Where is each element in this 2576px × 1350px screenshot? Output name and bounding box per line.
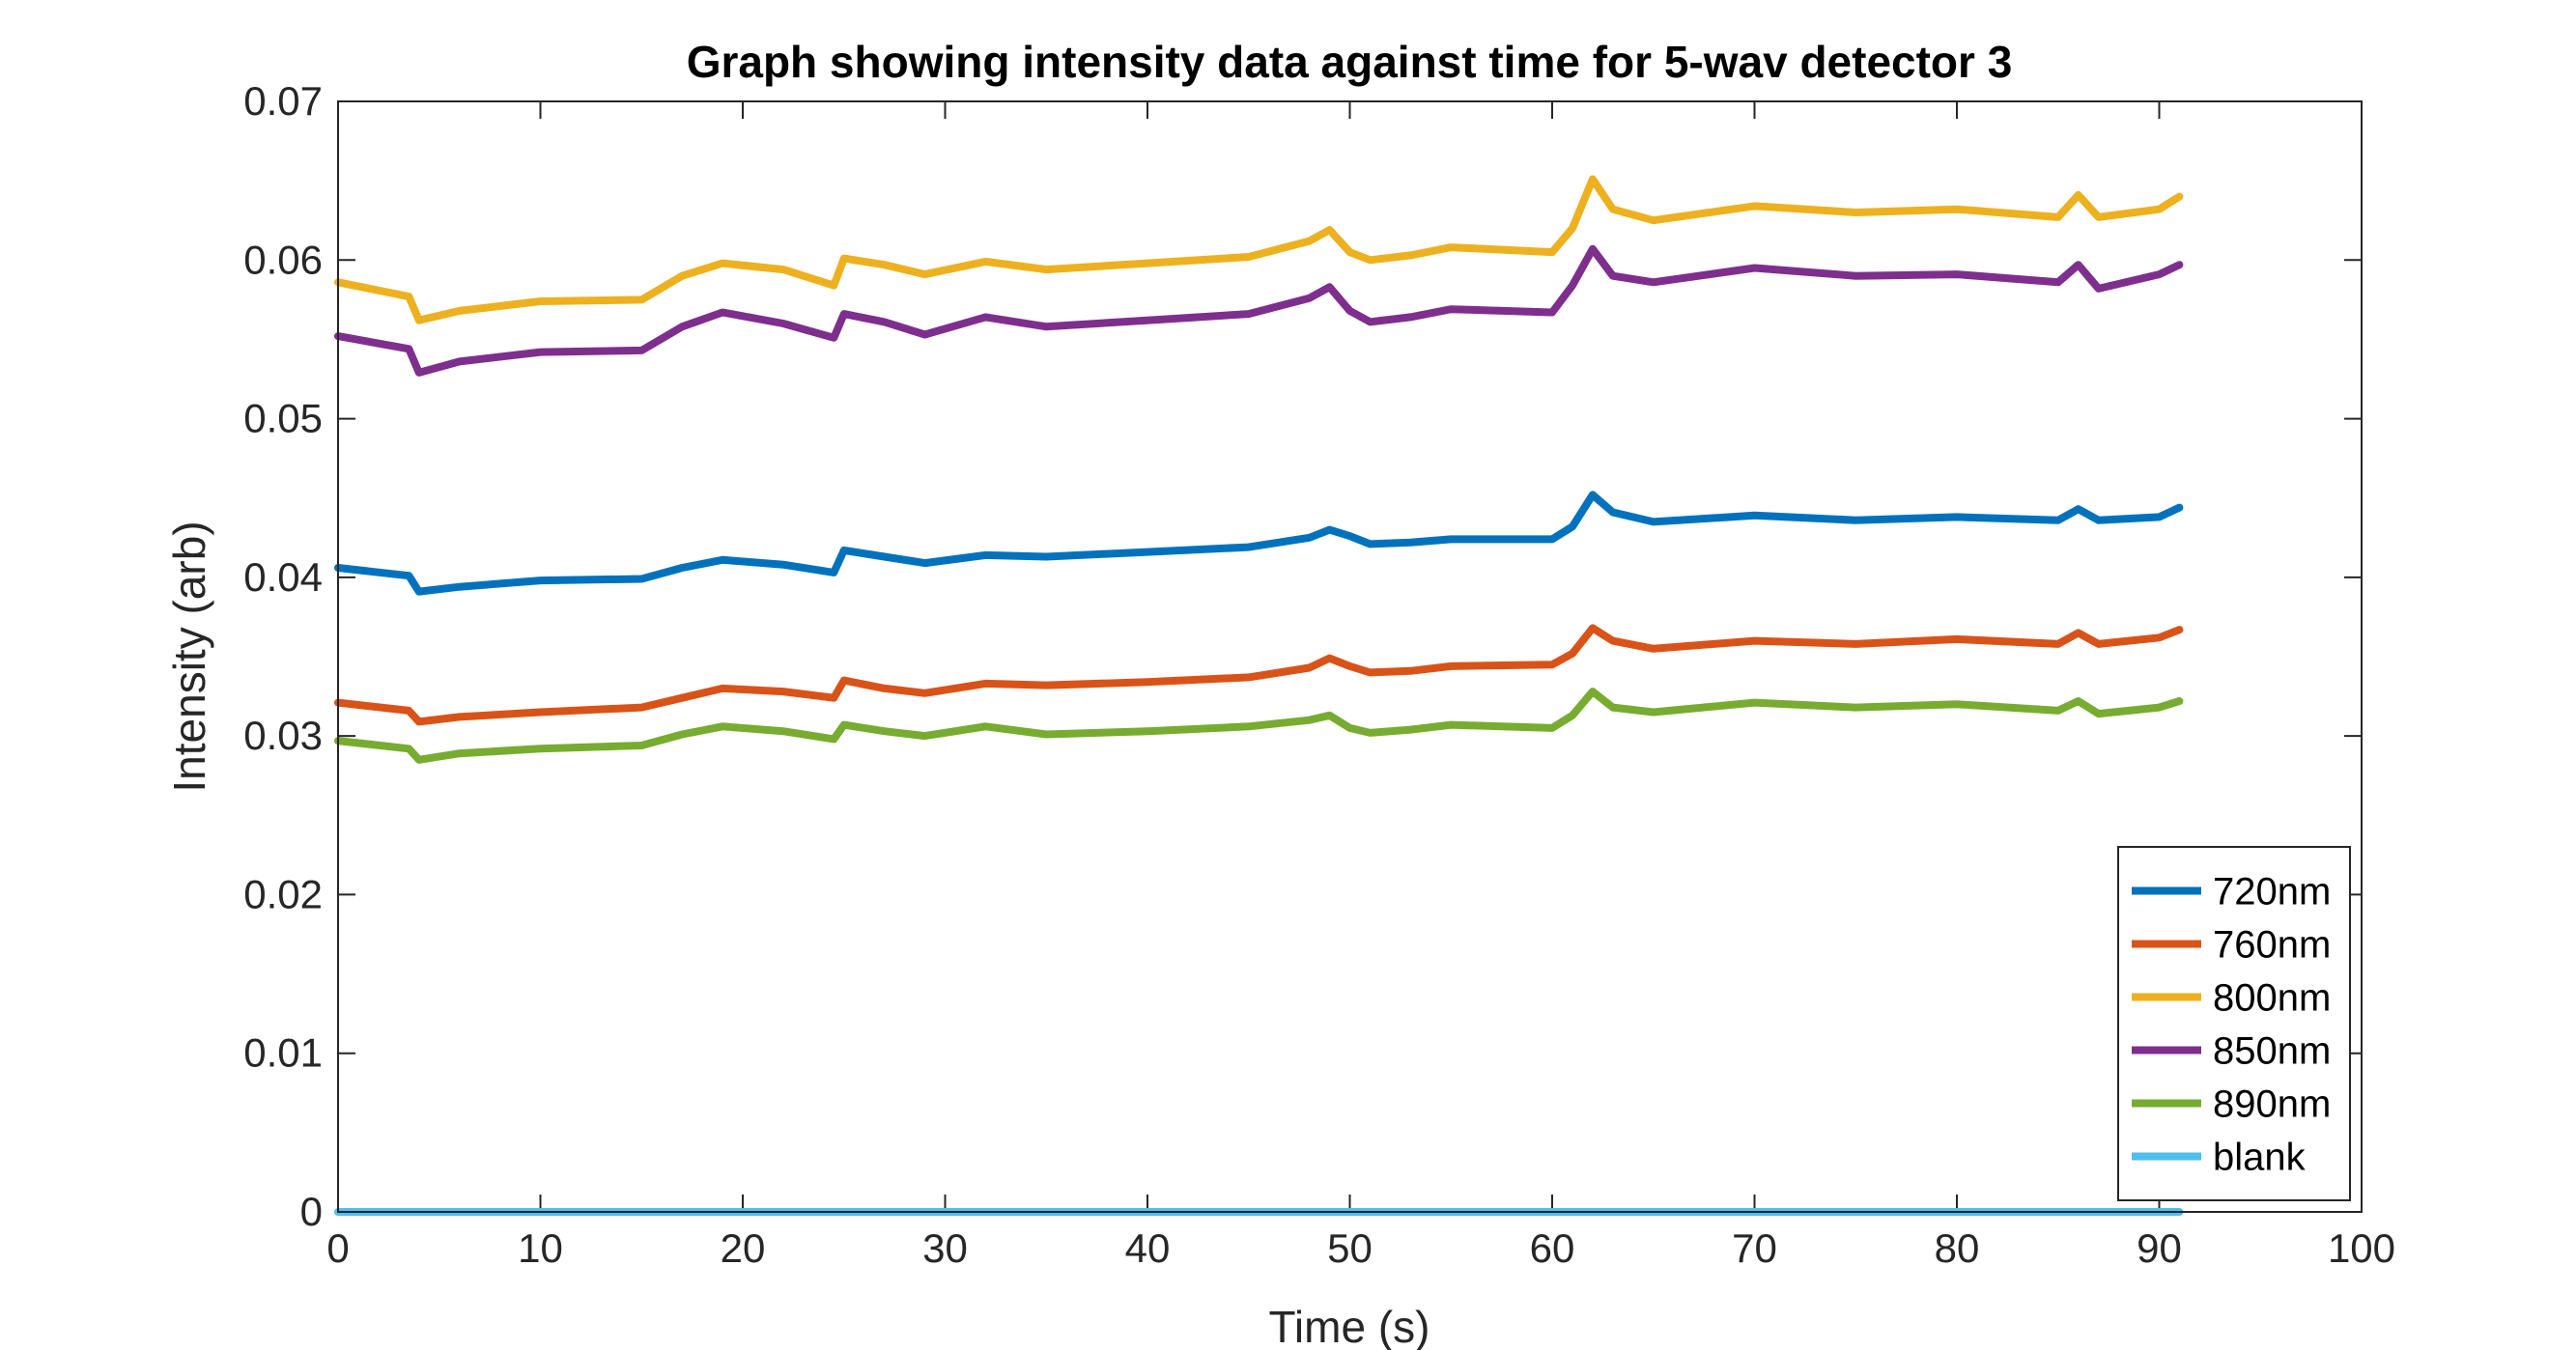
series-line-760nm [334,624,2184,726]
x-tick-label: 20 [721,1225,766,1271]
legend-box [2117,846,2351,1201]
y-tick-label: 0.07 [243,78,323,124]
y-tick-label: 0.01 [243,1030,323,1076]
y-tick-label: 0.06 [243,237,323,282]
legend-label: blank [2213,1137,2307,1179]
chart-title: Graph showing intensity data against tim… [687,37,2013,87]
legend: 720nm 760nm 800nm 850nm 890nm blank [2117,846,2351,1201]
series-line-800nm [334,175,2184,324]
series-line-850nm [334,244,2184,377]
plot-frame [337,100,2363,1213]
x-tick-label: 10 [518,1225,563,1271]
legend-label: 720nm [2213,871,2331,914]
y-axis-label: Intensity (arb) [164,520,214,792]
y-tick-label: 0.02 [243,871,323,916]
y-tick-label: 0.03 [243,713,323,758]
plot-area [338,101,2362,1212]
x-tick-label: 50 [1327,1225,1373,1271]
y-tick-label: 0 [300,1189,323,1234]
x-tick-label: 70 [1732,1225,1777,1271]
series-line-890nm [334,688,2184,764]
legend-label: 890nm [2213,1083,2331,1126]
x-tick-label: 90 [2137,1225,2182,1271]
y-tick-label: 0.05 [243,396,323,441]
legend-label: 850nm [2213,1030,2331,1073]
x-tick-label: 100 [2328,1225,2395,1271]
axis-ticks: 0 10 20 30 40 50 60 70 80 90 100 0 0.01 0.02 0.03 0.04 0… [243,78,2395,1271]
x-axis-label: Time (s) [1269,1302,1430,1350]
x-tick-label: 0 [326,1225,349,1271]
series-line-720nm [334,491,2184,596]
x-tick-label: 30 [922,1225,968,1271]
legend-label: 760nm [2213,924,2331,967]
y-tick-label: 0.04 [243,554,323,600]
legend-label: 800nm [2213,977,2331,1020]
x-tick-label: 80 [1935,1225,1980,1271]
x-tick-label: 40 [1125,1225,1171,1271]
x-tick-label: 60 [1530,1225,1575,1271]
